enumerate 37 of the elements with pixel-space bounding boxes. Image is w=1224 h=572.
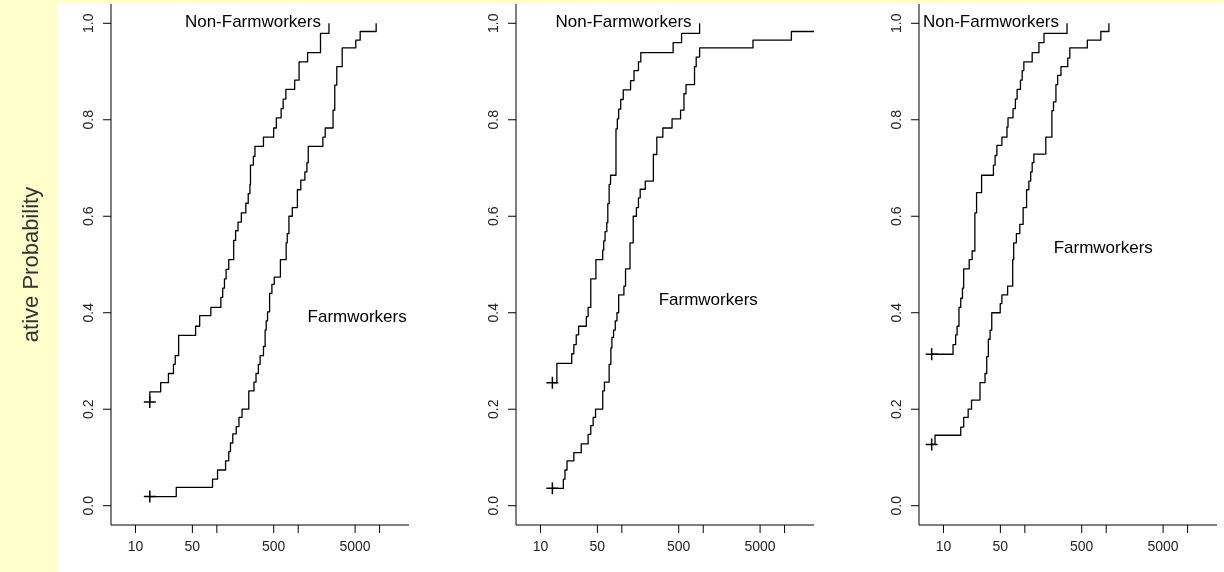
x-tick-label: 10	[935, 537, 952, 554]
y-tick-label: 0.0	[485, 495, 501, 516]
y-tick-label: 1.0	[888, 13, 904, 34]
y-tick-label: 0.8	[80, 109, 96, 130]
series-label: Farmworkers	[1053, 237, 1153, 257]
y-tick-label: 1.0	[80, 13, 96, 34]
y-tick-label: 0.4	[80, 302, 96, 323]
x-tick-label: 50	[589, 537, 606, 554]
x-tick-label: 500	[667, 537, 691, 554]
y-tick-label: 0.2	[485, 399, 501, 419]
series-label: Non-Farmworkers	[555, 12, 692, 32]
series-label: Farmworkers	[658, 289, 758, 309]
x-tick-label: 500	[262, 537, 286, 554]
y-axis-title: ative Probability	[18, 186, 43, 343]
x-tick-label: 5000	[1147, 537, 1179, 554]
x-tick-label: 10	[127, 537, 144, 554]
y-tick-label: 0.6	[888, 206, 904, 226]
series-label: Non-Farmworkers	[923, 12, 1060, 32]
y-tick-label: 1.0	[485, 13, 501, 34]
y-tick-label: 0.8	[888, 109, 904, 130]
y-tick-label: 0.6	[80, 206, 96, 226]
x-tick-label: 5000	[744, 537, 776, 554]
y-tick-label: 0.8	[485, 109, 501, 130]
x-tick-label: 5000	[339, 537, 371, 554]
y-tick-label: 0.2	[80, 399, 96, 419]
x-tick-label: 50	[992, 537, 1009, 554]
y-tick-label: 0.6	[485, 206, 501, 226]
x-tick-label: 500	[1070, 537, 1094, 554]
text: Farmworkers	[307, 306, 407, 326]
y-tick-label: 0.4	[485, 302, 501, 323]
x-tick-label: 50	[184, 537, 201, 554]
y-tick-label: 0.0	[888, 495, 904, 516]
y-tick-label: 0.4	[888, 302, 904, 323]
y-tick-label: 0.2	[888, 399, 904, 419]
series-label: Non-Farmworkers	[184, 12, 321, 32]
y-tick-label: 0.0	[80, 495, 96, 516]
x-tick-label: 10	[532, 537, 549, 554]
